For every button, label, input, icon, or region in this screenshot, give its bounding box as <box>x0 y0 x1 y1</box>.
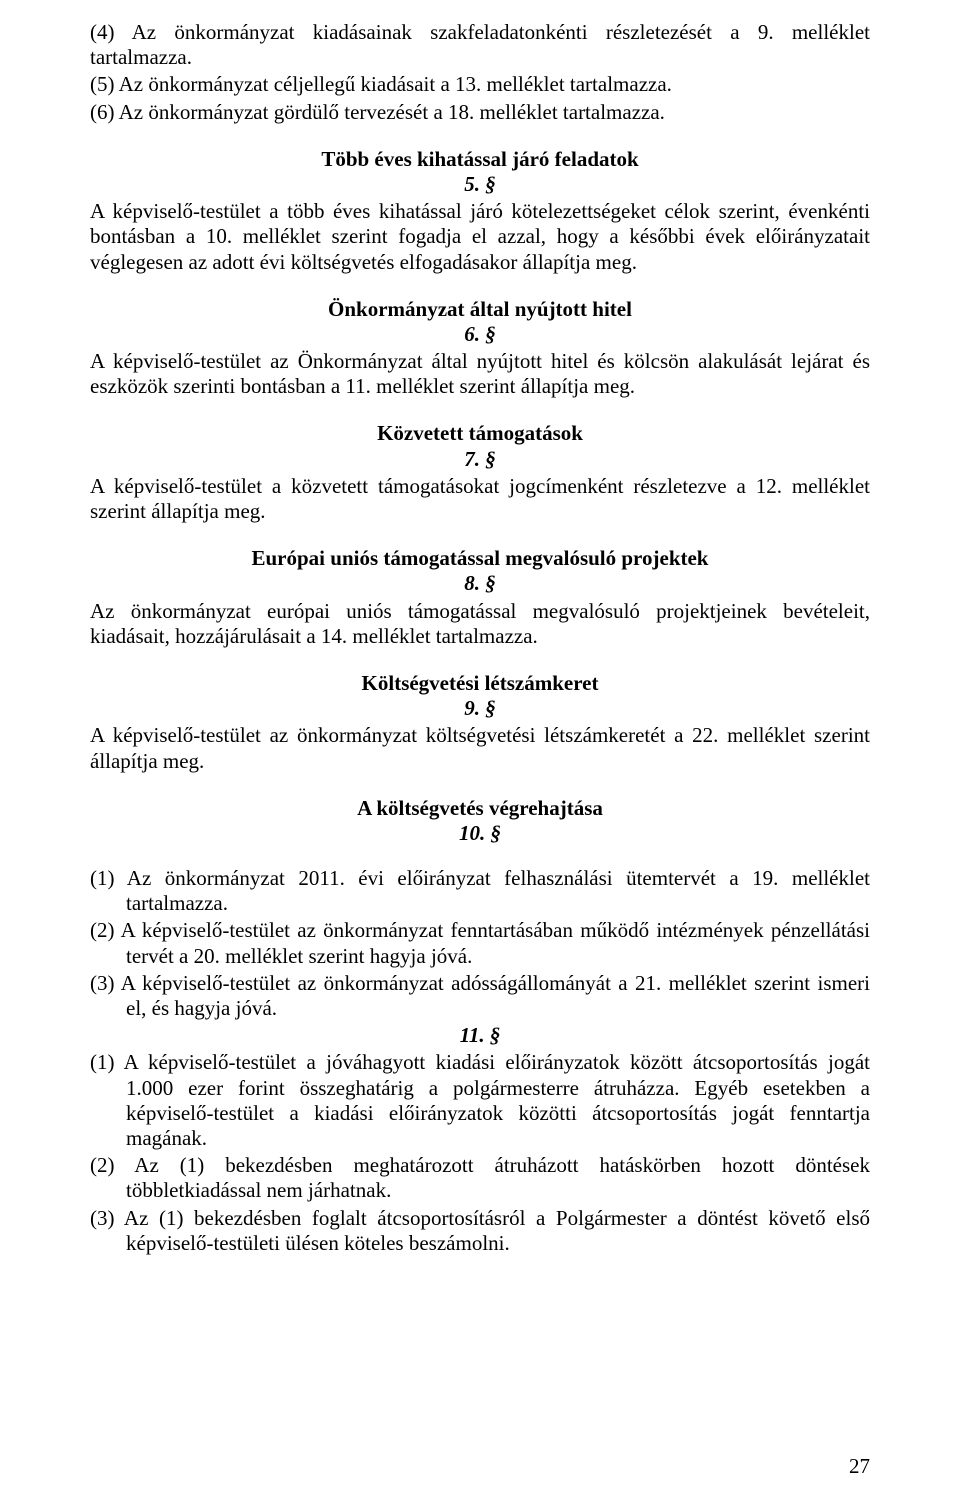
section-number-8: 8. § <box>90 571 870 596</box>
document-page: (4) Az önkormányzat kiadásainak szakfela… <box>0 0 960 1509</box>
body-section-9: A képviselő-testület az önkormányzat köl… <box>90 723 870 773</box>
paragraph-5: (5) Az önkormányzat céljellegű kiadásait… <box>90 72 870 97</box>
page-number: 27 <box>849 1454 870 1479</box>
heading-section-9: Költségvetési létszámkeret <box>90 671 870 696</box>
body-section-5: A képviselő-testület a több éves kihatás… <box>90 199 870 275</box>
spacer <box>90 848 870 866</box>
paragraph-11-2: (2) Az (1) bekezdésben meghatározott átr… <box>90 1153 870 1203</box>
paragraph-10-2: (2) A képviselő-testület az önkormányzat… <box>90 918 870 968</box>
body-section-6: A képviselő-testület az Önkormányzat ált… <box>90 349 870 399</box>
section-number-7: 7. § <box>90 447 870 472</box>
paragraph-10-1: (1) Az önkormányzat 2011. évi előirányza… <box>90 866 870 916</box>
section-number-10: 10. § <box>90 821 870 846</box>
paragraph-11-3: (3) Az (1) bekezdésben foglalt átcsoport… <box>90 1206 870 1256</box>
section-number-9: 9. § <box>90 696 870 721</box>
heading-section-6: Önkormányzat által nyújtott hitel <box>90 297 870 322</box>
section-number-11: 11. § <box>90 1023 870 1048</box>
heading-section-8: Európai uniós támogatással megvalósuló p… <box>90 546 870 571</box>
paragraph-6: (6) Az önkormányzat gördülő tervezését a… <box>90 100 870 125</box>
heading-section-7: Közvetett támogatások <box>90 421 870 446</box>
section-number-5: 5. § <box>90 172 870 197</box>
body-section-8: Az önkormányzat európai uniós támogatáss… <box>90 599 870 649</box>
heading-section-10: A költségvetés végrehajtása <box>90 796 870 821</box>
body-section-7: A képviselő-testület a közvetett támogat… <box>90 474 870 524</box>
paragraph-4: (4) Az önkormányzat kiadásainak szakfela… <box>90 20 870 70</box>
section-number-6: 6. § <box>90 322 870 347</box>
paragraph-11-1: (1) A képviselő-testület a jóváhagyott k… <box>90 1050 870 1151</box>
heading-section-5: Több éves kihatással járó feladatok <box>90 147 870 172</box>
paragraph-10-3: (3) A képviselő-testület az önkormányzat… <box>90 971 870 1021</box>
